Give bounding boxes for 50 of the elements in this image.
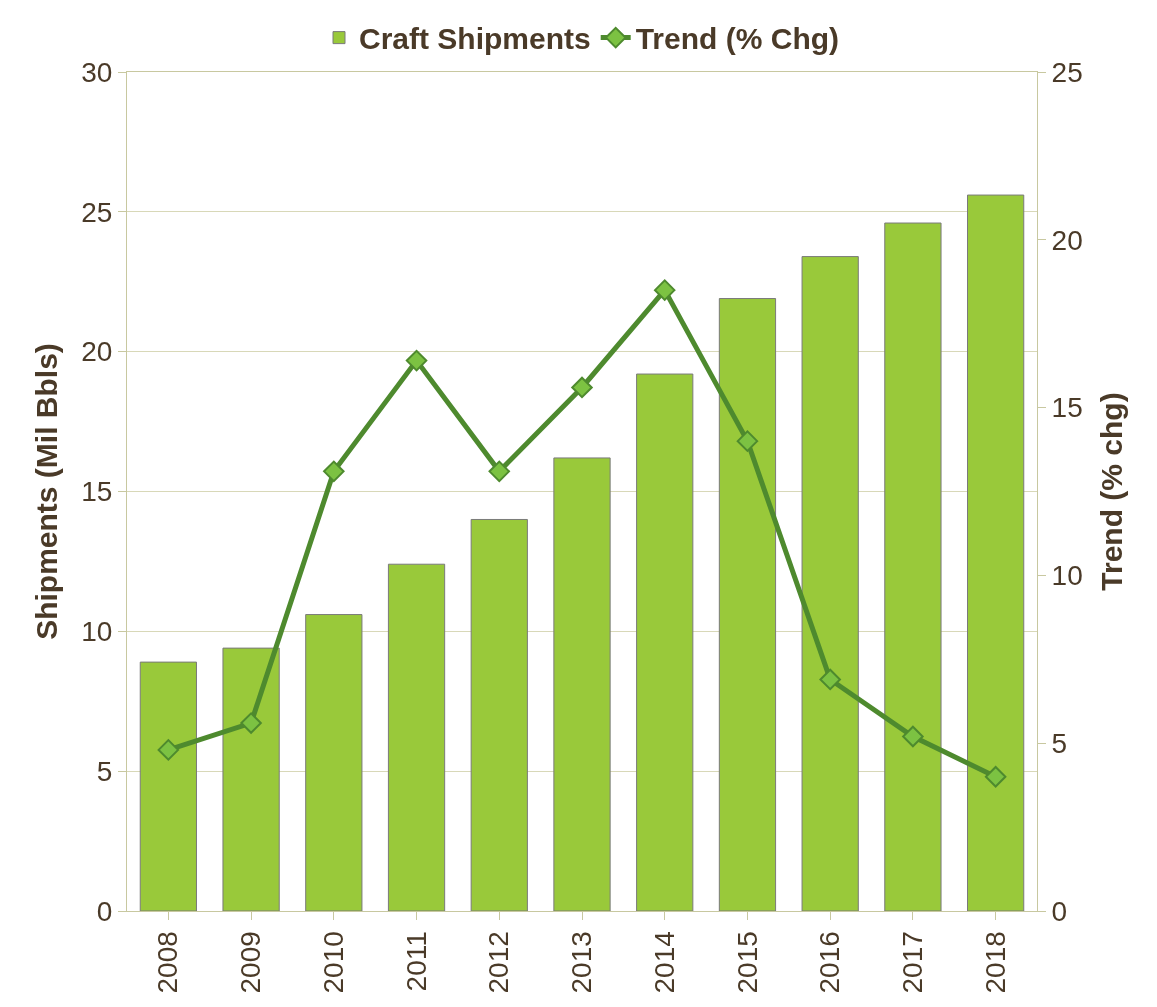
point (157, 739, 180, 761)
point (819, 668, 841, 691)
legend-label: Craft Shipments (359, 22, 591, 56)
y-tick-label: 10 (81, 616, 113, 648)
x-tick-label: 2011 (400, 931, 432, 992)
y2-tick-label: 25 (1051, 56, 1083, 88)
y2-tick-label: 15 (1051, 392, 1083, 424)
bar (470, 518, 528, 911)
y-tick-label: 15 (81, 476, 113, 508)
y2-tick-label: 5 (1051, 728, 1068, 759)
x-tick-label: 2018 (979, 931, 1011, 994)
bar (967, 194, 1025, 911)
x-tick-label: 2010 (317, 931, 349, 994)
x-tick-label: 2015 (731, 931, 763, 994)
y-tick-label: 25 (81, 196, 113, 228)
bar (636, 373, 694, 911)
bar (139, 661, 197, 911)
y2-tick-label: 20 (1051, 224, 1083, 256)
point (405, 349, 428, 372)
x-tick-label: 2013 (566, 931, 598, 994)
y-tick-label: 0 (96, 895, 113, 927)
bar (801, 256, 859, 911)
y-tick-label: 30 (81, 56, 113, 88)
x-tick-label: 2012 (483, 931, 515, 994)
bar (884, 222, 942, 911)
point (653, 279, 676, 301)
y2-tick-label: 10 (1051, 560, 1083, 592)
point (323, 460, 345, 483)
y2-axis-title: Trend (% chg) (1095, 392, 1128, 591)
y-axis-title: Shipments (Mil Bbls) (30, 343, 63, 640)
point (984, 766, 1007, 788)
x-tick-label: 2009 (235, 931, 267, 994)
bar (305, 614, 363, 911)
point (488, 460, 511, 483)
x-tick-label: 2008 (152, 931, 184, 994)
y2-tick-label: 0 (1051, 895, 1068, 927)
bar (718, 298, 777, 911)
x-tick-label: 2016 (814, 931, 846, 994)
y-tick-label: 20 (81, 336, 113, 368)
bar (222, 647, 280, 911)
y-tick-label: 5 (96, 755, 113, 787)
point (240, 712, 262, 734)
x-tick-label: 2017 (897, 931, 929, 994)
point (902, 725, 924, 748)
point (736, 430, 759, 452)
point (571, 376, 593, 399)
bar (553, 457, 611, 911)
x-tick-label: 2014 (648, 931, 680, 994)
legend-label: Trend (% Chg) (635, 22, 840, 56)
bar (387, 563, 446, 911)
